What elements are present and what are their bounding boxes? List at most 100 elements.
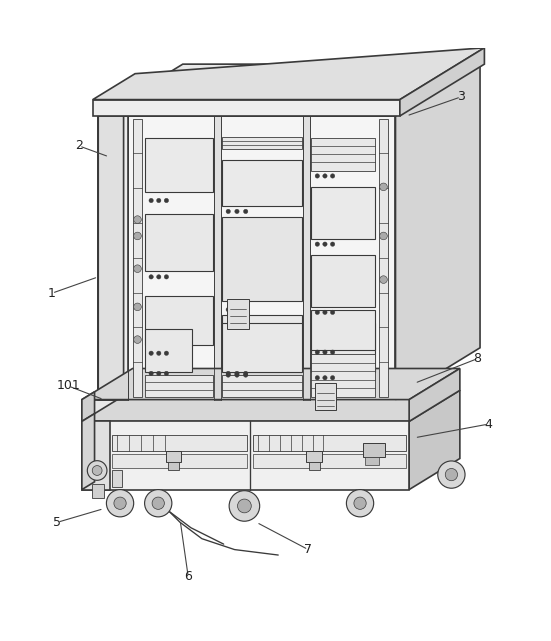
Polygon shape (82, 413, 95, 490)
Bar (311, 310, 375, 351)
Text: 5: 5 (53, 516, 61, 529)
Circle shape (164, 371, 169, 376)
Circle shape (87, 461, 107, 480)
Circle shape (323, 242, 327, 246)
Text: 3: 3 (457, 90, 465, 103)
Circle shape (164, 351, 169, 355)
Circle shape (380, 183, 387, 190)
Bar (166, 451, 181, 462)
Circle shape (106, 490, 134, 517)
Bar (311, 323, 375, 372)
Circle shape (315, 376, 320, 380)
Circle shape (229, 490, 260, 521)
Bar (133, 119, 142, 397)
Bar (311, 255, 375, 307)
Circle shape (331, 376, 335, 380)
Polygon shape (409, 390, 460, 490)
Polygon shape (98, 64, 480, 116)
Circle shape (149, 351, 153, 355)
Bar (112, 470, 122, 487)
Bar (222, 375, 302, 397)
Bar (82, 421, 409, 490)
Bar (222, 323, 302, 372)
Circle shape (226, 209, 230, 213)
Bar (306, 451, 322, 462)
Circle shape (323, 376, 327, 380)
Circle shape (315, 310, 320, 315)
Circle shape (226, 371, 230, 376)
Circle shape (244, 308, 248, 312)
Circle shape (149, 198, 153, 203)
Circle shape (331, 174, 335, 178)
Polygon shape (409, 369, 460, 421)
Bar (93, 99, 400, 116)
Bar (82, 421, 110, 490)
Circle shape (237, 499, 251, 513)
Bar (91, 484, 104, 498)
Circle shape (235, 209, 239, 213)
Circle shape (92, 465, 102, 476)
Circle shape (152, 497, 164, 510)
Bar (311, 354, 375, 397)
Circle shape (380, 276, 387, 283)
Bar (222, 217, 302, 301)
Bar (222, 160, 302, 206)
Bar (98, 116, 128, 399)
Circle shape (323, 350, 327, 354)
Circle shape (134, 336, 141, 344)
Circle shape (164, 275, 169, 279)
Circle shape (144, 490, 172, 517)
Text: 1: 1 (48, 287, 56, 300)
Bar (379, 119, 388, 397)
Bar (98, 116, 396, 399)
Circle shape (354, 497, 366, 510)
Circle shape (315, 242, 320, 246)
Polygon shape (400, 48, 484, 116)
Bar (144, 296, 213, 345)
Circle shape (244, 373, 248, 377)
Bar (227, 299, 249, 329)
Circle shape (149, 275, 153, 279)
Circle shape (164, 198, 169, 203)
Bar (112, 454, 247, 468)
Text: 101: 101 (56, 379, 80, 392)
Bar (363, 443, 385, 457)
Circle shape (315, 350, 320, 354)
Polygon shape (98, 101, 123, 399)
Bar (365, 457, 379, 465)
Polygon shape (93, 48, 484, 99)
Circle shape (235, 371, 239, 376)
Text: 4: 4 (484, 418, 492, 431)
Bar (144, 214, 213, 271)
Bar (315, 383, 336, 410)
Bar (82, 399, 409, 421)
Bar (303, 116, 310, 399)
Bar (222, 315, 302, 367)
Bar (222, 137, 302, 149)
Polygon shape (396, 64, 480, 399)
Bar (144, 138, 213, 192)
Text: 8: 8 (473, 352, 482, 365)
Circle shape (244, 371, 248, 376)
Circle shape (438, 461, 465, 488)
Circle shape (235, 308, 239, 312)
Circle shape (134, 265, 141, 272)
Bar (144, 329, 192, 372)
Circle shape (114, 497, 126, 510)
Circle shape (331, 242, 335, 246)
Text: 2: 2 (75, 140, 83, 153)
Circle shape (134, 216, 141, 224)
Circle shape (445, 469, 457, 481)
Circle shape (331, 350, 335, 354)
Bar (311, 187, 375, 238)
Circle shape (226, 308, 230, 312)
Circle shape (347, 490, 374, 517)
Circle shape (331, 310, 335, 315)
Bar (144, 375, 213, 397)
Bar (311, 138, 375, 171)
Circle shape (156, 351, 161, 355)
Circle shape (134, 232, 141, 240)
Polygon shape (82, 369, 460, 399)
Bar (252, 454, 407, 468)
Circle shape (156, 198, 161, 203)
